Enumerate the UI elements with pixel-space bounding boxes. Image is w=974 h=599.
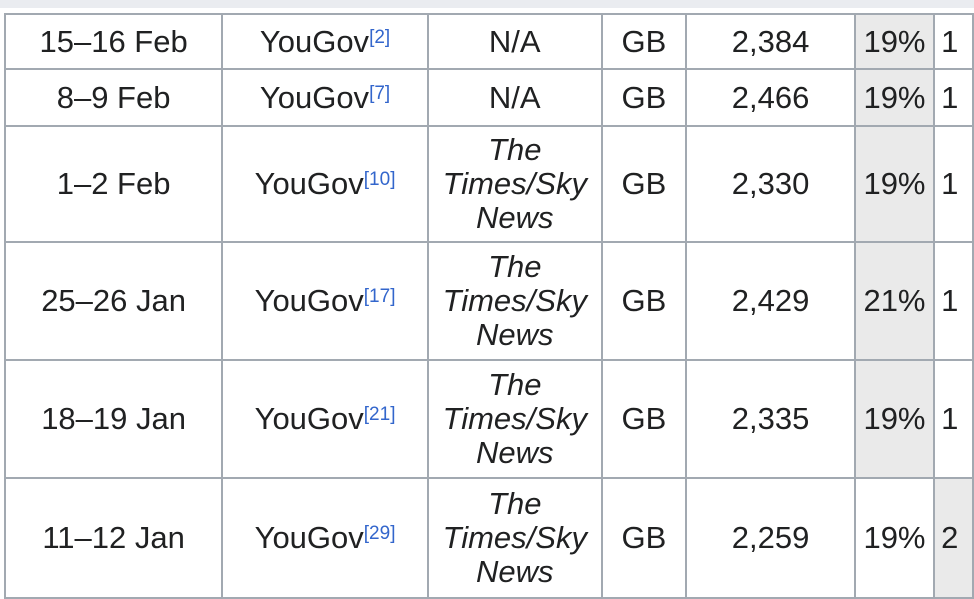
pollster-name[interactable]: YouGov — [254, 283, 364, 318]
publisher-cell: N/A — [426, 13, 603, 70]
next-percent-cell-clipped: 1 — [933, 68, 974, 127]
percent-cell: 19% — [853, 125, 936, 243]
sample-size-cell: 2,429 — [685, 241, 856, 361]
sample-size-cell: 2,259 — [685, 477, 856, 599]
citation-ref[interactable]: [29] — [363, 523, 396, 544]
publisher-cell: N/A — [426, 68, 603, 127]
area-cell: GB — [600, 359, 688, 479]
citation-link[interactable]: [21] — [364, 404, 396, 425]
citation-ref[interactable]: [17] — [363, 286, 396, 307]
area-cell: GB — [600, 241, 688, 361]
area-cell: GB — [600, 68, 688, 127]
opinion-poll-table: 15–16 Feb YouGov[2] N/A GB 2,384 19% 1 8–9 Feb Y… — [3, 13, 974, 599]
pollster-name[interactable]: YouGov — [259, 79, 370, 115]
table-row: 25–26 Jan YouGov[17] The Times/Sky News GB 2… — [3, 241, 974, 361]
publisher-cell: The Times/Sky News — [426, 359, 603, 479]
date-cell: 18–19 Jan — [3, 359, 224, 479]
sample-size-cell: 2,466 — [685, 68, 856, 127]
percent-cell: 21% — [853, 241, 936, 361]
publisher-cell: The Times/Sky News — [426, 125, 603, 243]
table-row: 15–16 Feb YouGov[2] N/A GB 2,384 19% 1 — [3, 13, 974, 70]
citation-link[interactable]: [17] — [364, 286, 396, 307]
table-row: 18–19 Jan YouGov[21] The Times/Sky News GB 2… — [3, 359, 974, 479]
next-percent-cell-clipped: 1 — [933, 125, 974, 243]
pollster-name[interactable]: YouGov — [254, 520, 364, 555]
next-percent-cell-clipped: 1 — [933, 359, 974, 479]
area-cell: GB — [600, 13, 688, 70]
pollster-cell: YouGov[17] — [221, 241, 429, 361]
citation-link[interactable]: [7] — [369, 83, 390, 104]
area-cell: GB — [600, 125, 688, 243]
top-bar — [0, 0, 974, 8]
sample-size-cell: 2,384 — [685, 13, 856, 70]
percent-cell: 19% — [853, 68, 936, 127]
table-row: 11–12 Jan YouGov[29] The Times/Sky News GB 2… — [3, 477, 974, 599]
percent-cell: 19% — [853, 359, 936, 479]
date-cell: 25–26 Jan — [3, 241, 224, 361]
pollster-cell: YouGov[2] — [221, 13, 429, 70]
area-cell: GB — [600, 477, 688, 599]
percent-cell: 19% — [853, 477, 936, 599]
table-row: 1–2 Feb YouGov[10] The Times/Sky News GB 2,3… — [3, 125, 974, 243]
percent-cell: 19% — [853, 13, 936, 70]
pollster-cell: YouGov[29] — [221, 477, 429, 599]
citation-link[interactable]: [10] — [364, 169, 396, 190]
next-percent-cell-clipped: 2 — [933, 477, 974, 599]
date-cell: 8–9 Feb — [3, 68, 224, 127]
pollster-name[interactable]: YouGov — [254, 166, 364, 201]
publisher-cell: The Times/Sky News — [426, 477, 603, 599]
citation-ref[interactable]: [2] — [369, 26, 391, 48]
citation-ref[interactable]: [21] — [363, 404, 396, 425]
pollster-name[interactable]: YouGov — [259, 23, 370, 59]
pollster-cell: YouGov[10] — [221, 125, 429, 243]
date-cell: 1–2 Feb — [3, 125, 224, 243]
pollster-cell: YouGov[21] — [221, 359, 429, 479]
publisher-cell: The Times/Sky News — [426, 241, 603, 361]
next-percent-cell-clipped: 1 — [933, 13, 974, 70]
pollster-cell: YouGov[7] — [221, 68, 429, 127]
citation-ref[interactable]: [7] — [369, 82, 391, 104]
date-cell: 11–12 Jan — [3, 477, 224, 599]
date-cell: 15–16 Feb — [3, 13, 224, 70]
sample-size-cell: 2,335 — [685, 359, 856, 479]
citation-link[interactable]: [29] — [364, 523, 396, 544]
pollster-name[interactable]: YouGov — [254, 401, 364, 436]
citation-link[interactable]: [2] — [369, 27, 390, 48]
citation-ref[interactable]: [10] — [363, 169, 396, 190]
sample-size-cell: 2,330 — [685, 125, 856, 243]
table-row: 8–9 Feb YouGov[7] N/A GB 2,466 19% 1 — [3, 68, 974, 127]
next-percent-cell-clipped: 1 — [933, 241, 974, 361]
